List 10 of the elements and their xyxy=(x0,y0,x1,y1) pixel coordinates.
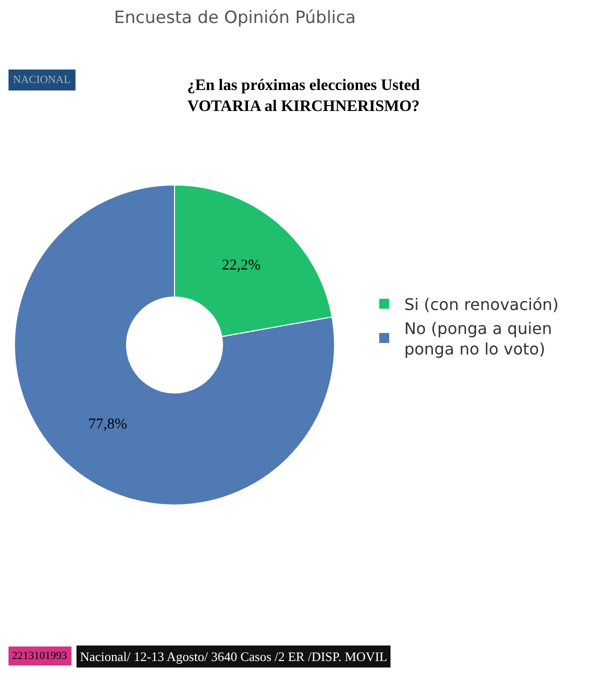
data-label: 77,8% xyxy=(88,416,128,433)
text: Encuesta de Opinión Pública xyxy=(114,8,356,28)
text: NACIONAL xyxy=(13,74,71,86)
chart-title: ¿En las próximas elecciones Usted VOTARIA al KIRCHNERISMO? xyxy=(187,77,420,115)
legend-label: Si (con renovación) xyxy=(404,295,559,314)
text: Nacional/ 12-13 Agosto/ 3640 Casos /2 ER /DISP. MOVIL xyxy=(80,649,388,664)
data-label: 22,2% xyxy=(222,257,261,274)
text: 2213101993 xyxy=(12,650,68,662)
legend-label: No (ponga a quien ponga no lo voto) xyxy=(404,318,552,359)
donut-slice xyxy=(14,184,335,506)
